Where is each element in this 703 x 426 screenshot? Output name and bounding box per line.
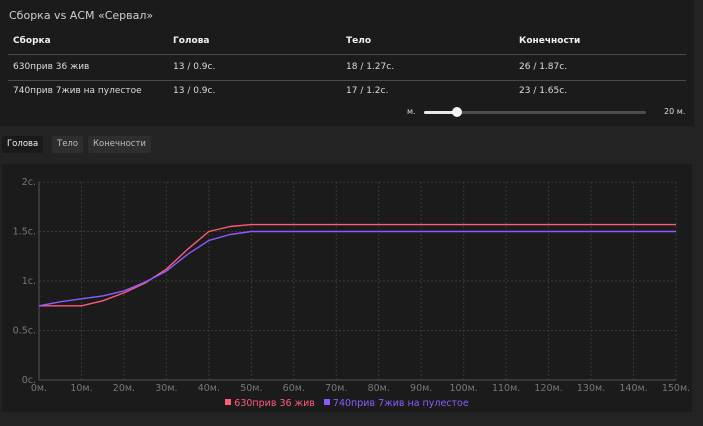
x-tick-label: 10м. — [70, 383, 92, 394]
tab-head[interactable]: Голова — [2, 136, 44, 153]
panel-title: Сборка vs АСМ «Сервал» — [9, 9, 154, 22]
table-header: Сборка Голова Тело Конечности — [8, 28, 686, 55]
x-tick-label: 20м. — [113, 383, 135, 394]
table-cell: 17 / 1.2с. — [346, 86, 389, 96]
ttk-line-chart: 0м. 10м. 20м. 30м. 40м. 50м. 60м. 70м. 80м. 90м. 1… — [13, 177, 691, 394]
x-tick-label: 60м. — [283, 383, 305, 394]
x-tick-label: 70м. — [325, 383, 347, 394]
distance-slider[interactable] — [424, 107, 646, 117]
x-tick-label: 140м. — [619, 383, 647, 394]
legend-label: 740прив 7жив на пулестое — [332, 398, 469, 409]
x-tick-label: 150м. — [662, 383, 690, 394]
table-row: 740прив 7жив на пулестое 13 / 0.9с. 17 /… — [8, 78, 686, 104]
series-line-0 — [39, 223, 676, 307]
slider-thumb[interactable] — [452, 107, 463, 117]
table-cell: 26 / 1.87с. — [519, 62, 568, 72]
y-tick-label: 1с. — [22, 276, 36, 287]
y-tick-label: 1.5с. — [13, 227, 36, 238]
x-tick-label: 120м. — [534, 383, 562, 394]
column-header: Голова — [173, 36, 210, 46]
chart-panel: 0м. 10м. 20м. 30м. 40м. 50м. 60м. 70м. 80м. 90м. 1… — [2, 164, 692, 412]
table-row: 630прив 36 жив 13 / 0.9с. 18 / 1.27с. 26… — [8, 54, 686, 81]
x-tick-label: 130м. — [577, 383, 605, 394]
table-cell: 18 / 1.27с. — [346, 62, 395, 72]
x-tick-label: 100м. — [450, 383, 478, 394]
column-header: Тело — [346, 36, 372, 46]
tab-body[interactable]: Тело — [52, 136, 84, 153]
x-tick-label: 110м. — [492, 383, 520, 394]
column-header: Сборка — [13, 36, 51, 46]
table-cell: 13 / 0.9с. — [173, 86, 216, 96]
y-tick-label: 0с. — [22, 375, 36, 386]
legend-item[interactable]: 740прив 7жив на пулестое — [323, 398, 469, 409]
tab-limbs[interactable]: Конечности — [88, 136, 151, 153]
column-header: Конечности — [519, 36, 581, 46]
legend-swatch — [225, 399, 232, 405]
y-tick-label: 2с. — [22, 177, 36, 188]
legend-swatch — [323, 399, 330, 405]
series-line-1 — [38, 230, 676, 307]
chart-legend: 630прив 36 жив 740прив 7жив на пулестое — [0, 398, 694, 409]
x-tick-label: 40м. — [198, 383, 220, 394]
table-cell: 630прив 36 жив — [13, 62, 90, 72]
table-cell: 740прив 7жив на пулестое — [13, 86, 142, 96]
x-tick-label: 90м. — [410, 383, 432, 394]
slider-max-label: 20 м. — [664, 107, 686, 116]
legend-label: 630прив 36 жив — [234, 398, 315, 409]
x-tick-label: 30м. — [155, 383, 177, 394]
comparison-panel: Сборка vs АСМ «Сервал» Сборка Голова Тел… — [0, 0, 694, 126]
legend-item[interactable]: 630прив 36 жив — [225, 398, 315, 409]
table-cell: 13 / 0.9с. — [173, 62, 216, 72]
y-tick-label: 0.5с. — [13, 326, 36, 337]
table-cell: 23 / 1.65с. — [519, 86, 568, 96]
x-tick-label: 0м. — [31, 383, 47, 394]
slider-min-label: м. — [407, 107, 416, 116]
x-tick-label: 50м. — [240, 383, 262, 394]
slider-fill — [424, 111, 458, 114]
x-tick-label: 80м. — [368, 383, 390, 394]
